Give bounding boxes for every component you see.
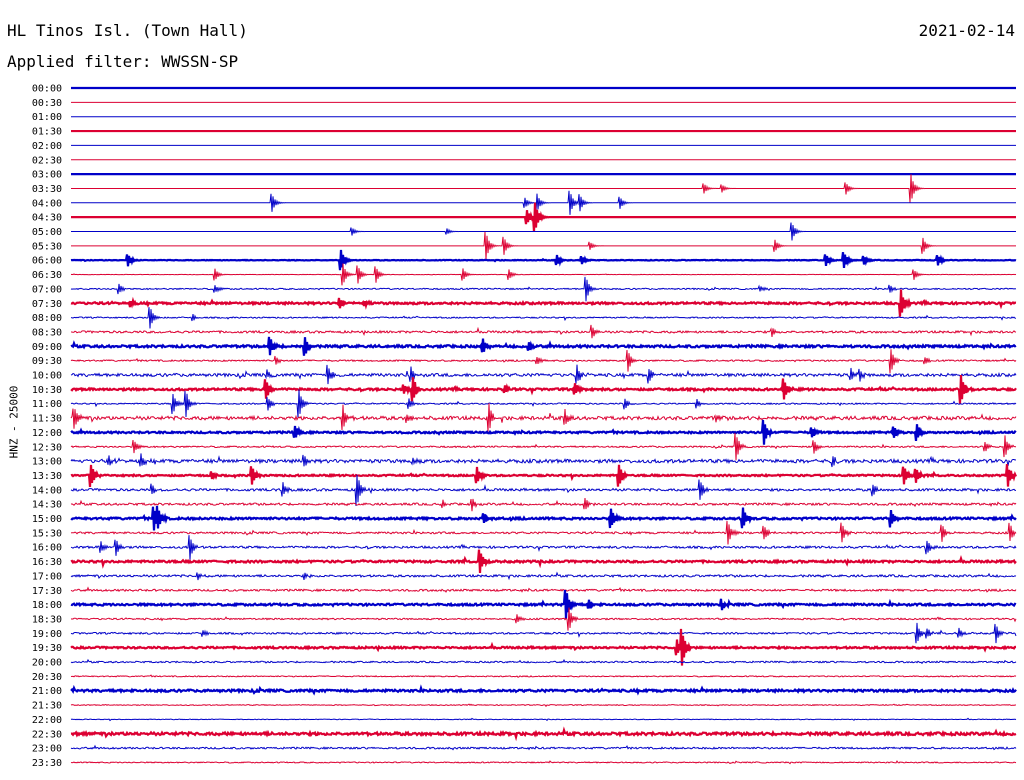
seismic-trace-row — [70, 703, 1017, 708]
seismic-trace-row — [70, 349, 1017, 374]
row-time-label: 05:00 — [32, 227, 62, 238]
seismic-trace-row — [70, 307, 1017, 329]
seismic-trace-row — [70, 684, 1017, 696]
row-time-label: 15:30 — [32, 528, 62, 539]
seismic-trace-row — [71, 222, 1016, 241]
seismic-trace-row — [71, 231, 1016, 260]
row-time-label: 03:30 — [32, 184, 62, 195]
row-time-label: 13:30 — [32, 471, 62, 482]
seismic-trace-row — [70, 419, 1017, 445]
station-title: HL Tinos Isl. (Town Hall) — [7, 21, 248, 40]
row-time-label: 10:00 — [32, 371, 62, 382]
row-time-label: 06:00 — [32, 256, 62, 267]
seismic-trace-row — [70, 549, 1017, 574]
row-time-label: 22:00 — [32, 715, 62, 726]
row-time-label: 04:00 — [32, 198, 62, 209]
seismic-trace-row — [71, 202, 1016, 232]
row-time-label: 14:00 — [32, 485, 62, 496]
row-time-label: 11:00 — [32, 399, 62, 410]
row-time-label: 01:30 — [32, 127, 62, 138]
seismic-trace-row — [70, 674, 1017, 678]
date-label: 2021-02-14 — [918, 21, 1015, 40]
seismic-trace-row — [70, 374, 1017, 404]
row-time-label: 16:00 — [32, 543, 62, 554]
row-time-label: 18:30 — [32, 614, 62, 625]
row-time-label: 21:00 — [32, 686, 62, 697]
row-time-label: 12:30 — [32, 442, 62, 453]
seismic-trace-row — [70, 589, 1017, 619]
seismic-trace-row — [70, 760, 1017, 765]
seismic-trace-row — [70, 364, 1017, 385]
seismic-trace-row — [70, 433, 1017, 461]
row-time-label: 03:00 — [32, 170, 62, 181]
seismic-traces — [70, 86, 1018, 765]
row-time-label: 17:00 — [32, 571, 62, 582]
row-time-label: 09:00 — [32, 342, 62, 353]
seismic-trace-row — [70, 717, 1017, 722]
row-time-label: 11:30 — [32, 414, 62, 425]
row-time-label: 10:30 — [32, 385, 62, 396]
row-time-label: 22:30 — [32, 729, 62, 740]
row-time-label: 15:00 — [32, 514, 62, 525]
row-time-label: 21:30 — [32, 701, 62, 712]
seismic-trace-row — [70, 586, 1017, 593]
row-time-label: 02:00 — [32, 141, 62, 152]
row-time-label: 12:00 — [32, 428, 62, 439]
seismic-trace-row — [70, 276, 1017, 302]
row-time-label: 00:30 — [32, 98, 62, 109]
row-time-label: 09:30 — [32, 356, 62, 367]
row-time-label: 08:30 — [32, 327, 62, 338]
row-time-label: 02:30 — [32, 155, 62, 166]
row-time-label: 16:30 — [32, 557, 62, 568]
row-time-label: 23:30 — [32, 758, 62, 769]
row-time-label: 07:00 — [32, 284, 62, 295]
row-time-label: 19:00 — [32, 629, 62, 640]
seismic-trace-row — [70, 453, 1017, 468]
seismic-trace-row — [70, 403, 1017, 432]
row-time-labels: 00:00 00:30 01:00 01:30 02:00 02:30 03:00 03:30… — [32, 84, 62, 769]
row-time-label: 14:30 — [32, 500, 62, 511]
row-time-label: 01:00 — [32, 112, 62, 123]
row-time-label: 08:00 — [32, 313, 62, 324]
row-time-label: 17:30 — [32, 586, 62, 597]
row-time-label: 19:30 — [32, 643, 62, 654]
seismic-trace-row — [70, 726, 1017, 742]
seismic-trace-row — [70, 658, 1017, 665]
seismic-trace-row — [70, 521, 1017, 545]
seismic-trace-row — [70, 474, 1017, 506]
seismic-trace-row — [70, 497, 1017, 512]
seismic-trace-row — [71, 174, 1016, 203]
row-time-label: 18:00 — [32, 600, 62, 611]
seismic-trace-row — [70, 336, 1017, 356]
seismic-trace-row — [70, 464, 1018, 488]
filter-label: Applied filter: WWSSN-SP — [7, 52, 239, 71]
row-time-label: 00:00 — [32, 84, 62, 95]
seismic-trace-row — [70, 249, 1017, 271]
row-time-label: 06:30 — [32, 270, 62, 281]
row-time-label: 13:00 — [32, 457, 62, 468]
seismic-trace-row — [71, 190, 1016, 215]
row-time-label: 04:30 — [32, 213, 62, 224]
seismic-trace-row — [70, 744, 1017, 751]
seismic-trace-row — [70, 289, 1017, 317]
seismic-trace-row — [70, 622, 1017, 644]
seismic-trace-row — [70, 505, 1017, 531]
row-time-label: 20:30 — [32, 672, 62, 683]
row-time-label: 05:30 — [32, 241, 62, 252]
row-time-label: 23:00 — [32, 744, 62, 755]
seismic-trace-row — [70, 389, 1017, 418]
seismic-trace-row — [70, 571, 1017, 581]
seismic-trace-row — [70, 628, 1017, 666]
seismic-trace-row — [70, 263, 1017, 286]
seismic-trace-row — [70, 324, 1017, 339]
seismic-trace-row — [70, 535, 1017, 561]
row-time-label: 07:30 — [32, 299, 62, 310]
row-time-label: 20:00 — [32, 658, 62, 669]
seismic-trace-row — [70, 607, 1017, 631]
